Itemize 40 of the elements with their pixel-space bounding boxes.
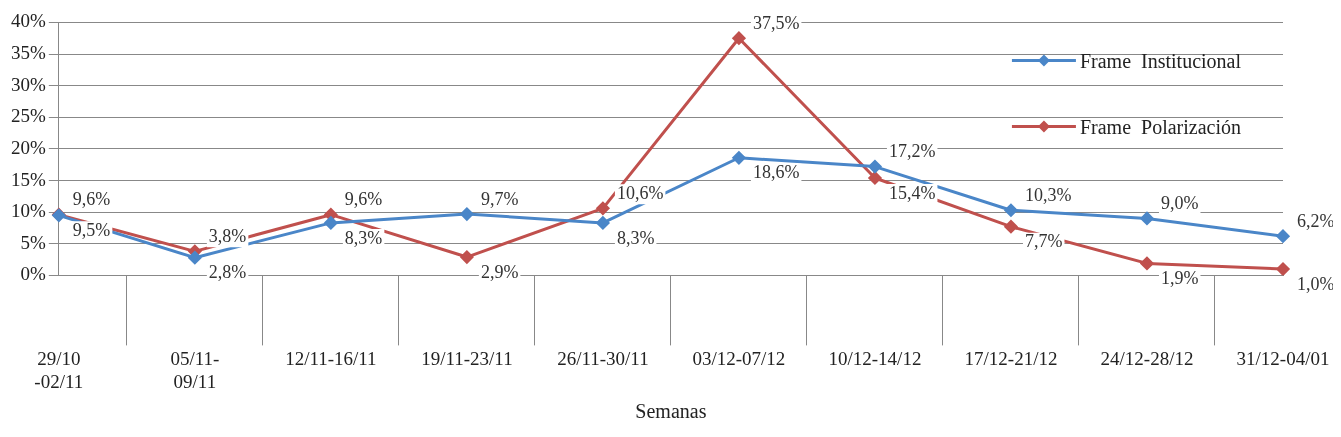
y-tick-label: 0% bbox=[20, 263, 46, 285]
data-label: 18,6% bbox=[752, 162, 800, 183]
data-label: 1,9% bbox=[1160, 268, 1199, 289]
data-label: 2,9% bbox=[480, 261, 519, 282]
data-label: 17,2% bbox=[888, 141, 936, 162]
data-label: 9,0% bbox=[1160, 193, 1199, 214]
y-tick-label: 20% bbox=[11, 136, 46, 158]
y-tick-label: 5% bbox=[20, 231, 46, 253]
y-tick-label: 15% bbox=[11, 168, 46, 190]
x-tick-label: 24/12-28/12 bbox=[1100, 347, 1194, 369]
data-label: 10,3% bbox=[1024, 184, 1072, 205]
y-tick-label: 10% bbox=[11, 200, 46, 222]
data-label: 8,3% bbox=[616, 227, 655, 248]
data-label: 9,5% bbox=[72, 220, 111, 241]
x-tick-label: 19/11-23/11 bbox=[421, 347, 513, 369]
data-label: 37,5% bbox=[752, 12, 800, 33]
data-label: 9,6% bbox=[72, 189, 111, 210]
x-tick-label: 10/12-14/12 bbox=[828, 347, 922, 369]
data-label: 7,7% bbox=[1024, 231, 1063, 252]
x-tick-label: 05/11- 09/11 bbox=[170, 347, 220, 392]
y-tick-label: 35% bbox=[11, 42, 46, 64]
data-label: 8,3% bbox=[344, 227, 383, 248]
x-tick-label: 17/12-21/12 bbox=[964, 347, 1058, 369]
x-tick-label: 12/11-16/11 bbox=[285, 347, 377, 369]
data-label: 10,6% bbox=[616, 183, 664, 204]
data-label: 2,8% bbox=[208, 262, 247, 283]
x-tick-label: 03/12-07/12 bbox=[692, 347, 786, 369]
x-tick-label: 26/11-30/11 bbox=[557, 347, 649, 369]
data-label: 15,4% bbox=[888, 182, 936, 203]
x-axis-title: Semanas bbox=[635, 400, 707, 423]
y-tick-label: 25% bbox=[11, 105, 46, 127]
data-label: 3,8% bbox=[208, 226, 247, 247]
data-label: 9,6% bbox=[344, 189, 383, 210]
x-tick-label: 31/12-04/01 bbox=[1236, 347, 1330, 369]
x-tick-label: 29/10 -02/11 bbox=[34, 347, 84, 392]
y-tick-label: 30% bbox=[11, 73, 46, 95]
legend-label: Frame Polarización bbox=[1079, 115, 1241, 138]
data-label: 9,7% bbox=[480, 188, 519, 209]
legend-label: Frame Institucional bbox=[1079, 49, 1242, 72]
y-tick-label: 40% bbox=[11, 10, 46, 32]
